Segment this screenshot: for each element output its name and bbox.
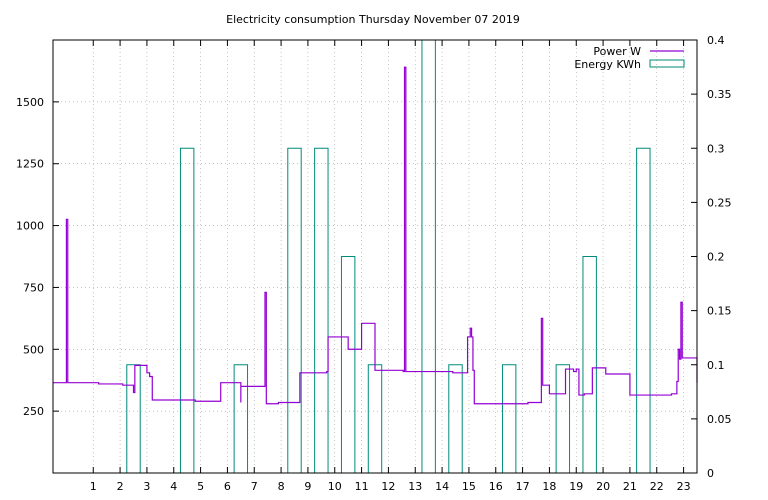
x-tick-label: 20: [596, 480, 610, 493]
x-tick-label: 17: [516, 480, 530, 493]
x-tick-label: 3: [143, 480, 150, 493]
x-tick-label: 22: [650, 480, 664, 493]
x-tick-label: 4: [170, 480, 177, 493]
plot-frame: [52, 39, 698, 474]
x-tick-label: 5: [197, 480, 204, 493]
y-left-tick-label: 750: [23, 281, 44, 294]
y-left-tick-label: 1250: [16, 158, 44, 171]
axes: 1 2 3 4 5 6 7 8 9 10 11 12 13 14 15 16 17 18 19 20 21 22 23250…: [16, 34, 732, 493]
energy-bar: [367, 364, 383, 474]
grid-lines: [53, 40, 697, 473]
x-tick-label: 13: [408, 480, 422, 493]
energy-bar: [501, 364, 517, 474]
energy-bar: [448, 364, 463, 474]
x-tick-label: 7: [251, 480, 258, 493]
y-right-tick-label: 0.1: [707, 359, 725, 372]
x-tick-label: 6: [224, 480, 231, 493]
y-right-tick-label: 0.4: [707, 34, 725, 47]
y-left-tick-label: 1000: [16, 220, 44, 233]
x-tick-label: 14: [435, 480, 449, 493]
y-right-tick-label: 0.3: [707, 142, 725, 155]
y-right-tick-label: 0: [707, 467, 714, 480]
legend-label-energy: Energy KWh: [574, 58, 641, 71]
legend: Power W Energy KWh: [574, 45, 685, 71]
x-tick-label: 1: [90, 480, 97, 493]
y-left-tick-label: 500: [23, 343, 44, 356]
legend-swatch-energy: [649, 59, 685, 68]
y-right-tick-label: 0.15: [707, 305, 732, 318]
power-series: [53, 66, 698, 405]
energy-bar: [555, 364, 571, 474]
energy-bar: [287, 147, 302, 474]
energy-bar: [421, 39, 436, 474]
y-left-tick-label: 1500: [16, 96, 44, 109]
y-right-tick-label: 0.05: [707, 413, 732, 426]
energy-bar: [340, 256, 356, 474]
chart-title: Electricity consumption Thursday Novembe…: [226, 13, 520, 26]
energy-bar: [179, 147, 195, 474]
y-right-tick-label: 0.35: [707, 88, 732, 101]
energy-bar: [636, 147, 651, 474]
x-tick-label: 19: [569, 480, 583, 493]
y-right-tick-label: 0.25: [707, 196, 732, 209]
y-left-tick-label: 250: [23, 405, 44, 418]
x-tick-label: 10: [328, 480, 342, 493]
y-right-tick-label: 0.2: [707, 251, 725, 264]
energy-bar: [314, 147, 329, 474]
x-tick-label: 2: [117, 480, 124, 493]
power-line: [53, 66, 698, 405]
x-tick-label: 8: [278, 480, 285, 493]
x-tick-label: 18: [542, 480, 556, 493]
x-tick-label: 21: [623, 480, 637, 493]
energy-bar: [126, 364, 141, 474]
x-tick-label: 23: [677, 480, 691, 493]
x-tick-label: 11: [355, 480, 369, 493]
energy-bar: [233, 364, 249, 474]
x-tick-label: 9: [304, 480, 311, 493]
x-tick-label: 15: [462, 480, 476, 493]
x-tick-label: 12: [381, 480, 395, 493]
legend-label-power: Power W: [593, 45, 641, 58]
x-tick-label: 16: [489, 480, 503, 493]
energy-bar: [582, 256, 597, 474]
